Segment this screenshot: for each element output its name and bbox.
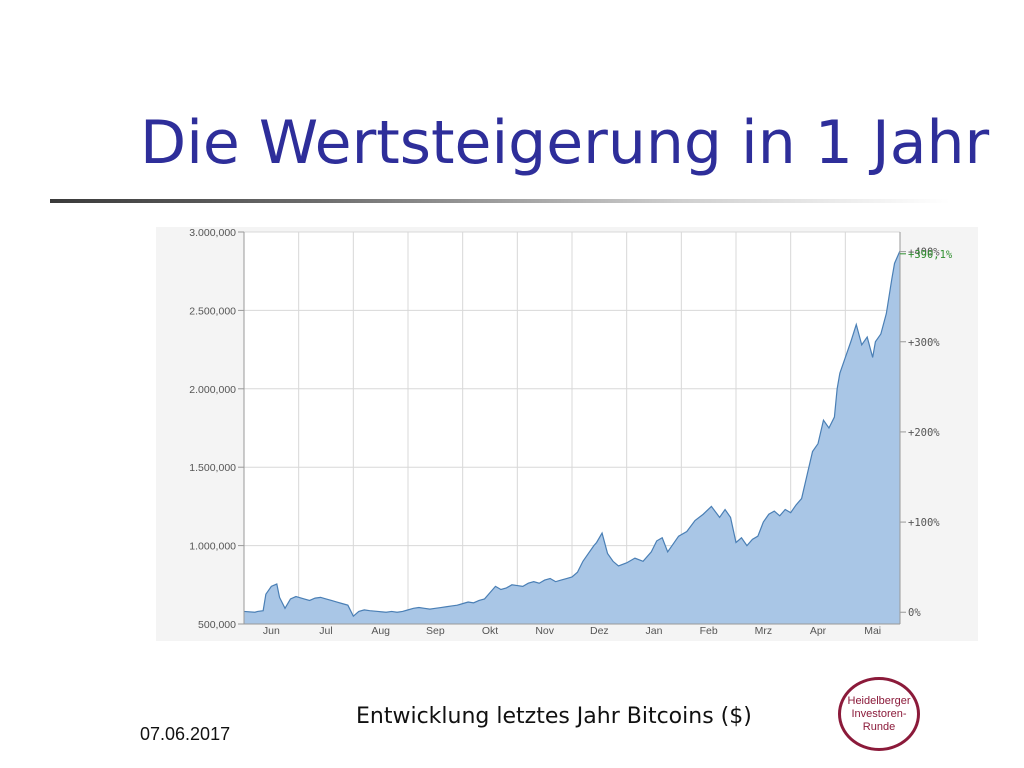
x-tick-label-apr: Apr <box>810 625 827 637</box>
left-tick-label-4: 2.500,000 <box>189 305 236 317</box>
logo-line-3: Runde <box>862 720 896 733</box>
logo-line-1: Heidelberger <box>847 694 911 707</box>
x-tick-label-aug: Aug <box>371 625 390 637</box>
slide-title: Die Wertsteigerung in 1 Jahr <box>140 108 990 178</box>
chart-svg: 500,000 1.000,000 1.500,000 2.000,000 2.500,… <box>156 227 978 641</box>
area-layer <box>243 250 901 625</box>
chart-caption: Entwicklung letztes Jahr Bitcoins ($) <box>356 704 752 729</box>
x-tick-label-feb: Feb <box>700 625 718 637</box>
logo-line-2: Investoren- <box>851 707 907 720</box>
right-tick-label-3: +300% <box>908 337 940 349</box>
left-tick-label-0: 500,000 <box>198 619 236 631</box>
left-tick-label-5: 3.000,000 <box>189 227 236 239</box>
x-tick-label-mai: Mai <box>864 625 881 637</box>
x-tick-label-dez: Dez <box>590 625 609 637</box>
heidelberger-investoren-runde-logo: Heidelberger Investoren- Runde <box>838 677 920 751</box>
price-line <box>243 250 901 618</box>
right-tick-label-2: +200% <box>908 427 940 439</box>
axis-layer <box>238 231 906 625</box>
x-tick-label-jan: Jan <box>646 625 663 637</box>
left-tick-label-1: 1.000,000 <box>189 541 236 553</box>
right-tick-label-0: 0% <box>908 607 921 619</box>
bitcoin-price-chart: 500,000 1.000,000 1.500,000 2.000,000 2.500,… <box>156 227 978 641</box>
x-tick-label-mrz: Mrz <box>755 625 773 637</box>
x-tick-label-nov: Nov <box>535 625 554 637</box>
right-tick-label-1: +100% <box>908 517 940 529</box>
last-value-label: +390,1% <box>908 249 953 261</box>
x-tick-label-jun: Jun <box>263 625 280 637</box>
x-tick-label-okt: Okt <box>482 625 498 637</box>
x-tick-label-sep: Sep <box>426 625 445 637</box>
right-tick-label-4: +400% <box>908 247 940 259</box>
title-divider <box>50 199 950 203</box>
x-tick-label-jul: Jul <box>319 625 332 637</box>
label-layer: 500,000 1.000,000 1.500,000 2.000,000 2.500,… <box>189 227 953 637</box>
left-tick-label-2: 1.500,000 <box>189 462 236 474</box>
slide-date: 07.06.2017 <box>140 724 231 744</box>
price-area-fill <box>244 250 900 625</box>
left-tick-label-3: 2.000,000 <box>189 384 236 396</box>
